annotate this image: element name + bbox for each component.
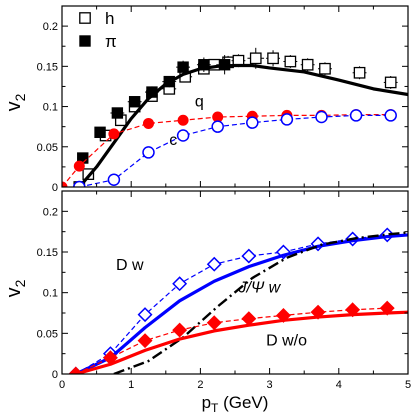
data-point: [176, 129, 190, 142]
series-line: [75, 310, 408, 374]
series-line: [79, 114, 391, 187]
data-point: [241, 248, 257, 264]
series-2: [78, 63, 408, 187]
plot-area: [62, 47, 408, 187]
x-axis-title: pT (GeV): [202, 393, 269, 415]
y-tick-label: 0.1: [43, 288, 58, 300]
data-point: [172, 276, 188, 292]
series-c: [73, 109, 397, 187]
legend-label: π: [105, 32, 117, 51]
x-tick-label: 4: [336, 379, 342, 391]
data-point: [319, 62, 331, 75]
series-0: [68, 227, 395, 374]
data-point: [206, 315, 222, 331]
annotation-1: c: [169, 132, 177, 149]
data-point: [111, 107, 124, 119]
top-panel: 0 0.05 0.1 0.15 0.2 v2 q c hπ: [3, 5, 409, 194]
x-tick-label: 2: [197, 379, 203, 391]
y-tick-label: 0.15: [37, 247, 58, 259]
data-point: [353, 66, 366, 79]
series-line: [75, 234, 388, 374]
y-tick-label: 0: [52, 182, 58, 194]
data-point: [62, 181, 68, 187]
data-point: [107, 173, 121, 187]
data-point: [137, 307, 153, 323]
y-axis-title-sub: 2: [12, 279, 28, 287]
y-axis-title: v2: [3, 93, 28, 111]
data-point: [284, 55, 297, 68]
legend-label: h: [105, 9, 114, 28]
y-tick-label: 0.2: [43, 21, 58, 33]
y-axis-title-main: v: [3, 101, 25, 111]
annotation-0: D w: [116, 257, 144, 274]
y-tick-label: 0.05: [37, 328, 58, 340]
y-axis-title: v2: [3, 279, 28, 297]
data-point: [211, 120, 224, 133]
data-point: [384, 109, 397, 122]
series-h: [73, 47, 398, 187]
data-point: [128, 96, 141, 108]
plot-frame: [61, 190, 409, 375]
series-line: [113, 231, 408, 374]
data-point: [206, 256, 222, 272]
data-point: [177, 114, 189, 126]
data-point: [94, 126, 106, 138]
y-tick-label: 0.05: [37, 142, 58, 154]
x-tick-label: 1: [128, 379, 134, 391]
annotation-1: J/Ψ w: [237, 280, 281, 297]
data-point: [177, 61, 189, 73]
data-point: [198, 59, 210, 71]
y-tick-label: 0.1: [43, 102, 58, 114]
data-point: [143, 117, 154, 129]
x-tick-label: 5: [405, 379, 411, 391]
annotation-2: D w/o: [266, 333, 307, 350]
x-axis-title-unit: (GeV): [218, 393, 268, 412]
series-line: [78, 63, 408, 187]
data-point: [249, 52, 262, 65]
data-point: [172, 322, 188, 338]
data-point: [267, 52, 279, 65]
x-tick-label: 0: [59, 379, 65, 391]
series-3: [68, 300, 395, 374]
series-line: [75, 233, 408, 374]
series-line: [75, 307, 388, 374]
data-point: [137, 333, 153, 349]
y-tick-label: 0: [52, 369, 58, 381]
legend-marker: [79, 35, 91, 47]
y-tick-label: 0.15: [37, 61, 58, 73]
x-axis-title-main: p: [202, 393, 211, 412]
data-point: [301, 58, 314, 71]
x-axis-title-sub: T: [211, 401, 219, 415]
data-point: [73, 180, 86, 187]
data-point: [142, 146, 155, 159]
series-4: [75, 310, 408, 374]
plot-area: [68, 227, 408, 374]
annotation-0: q: [195, 94, 204, 111]
data-point: [280, 113, 294, 126]
x-tick-label: 3: [267, 379, 273, 391]
data-point: [315, 110, 328, 124]
data-point: [73, 160, 85, 172]
y-axis-title-main: v: [3, 287, 25, 297]
data-point: [108, 128, 120, 140]
data-point: [384, 76, 397, 89]
legend-marker: [79, 12, 91, 24]
data-point: [246, 116, 259, 129]
data-point: [349, 109, 363, 122]
series-2: [113, 231, 408, 374]
legend: hπ: [79, 9, 117, 51]
data-point: [275, 244, 291, 260]
y-axis-title-sub: 2: [12, 93, 28, 101]
series-1: [75, 233, 408, 374]
y-tick-label: 0.2: [43, 206, 58, 218]
